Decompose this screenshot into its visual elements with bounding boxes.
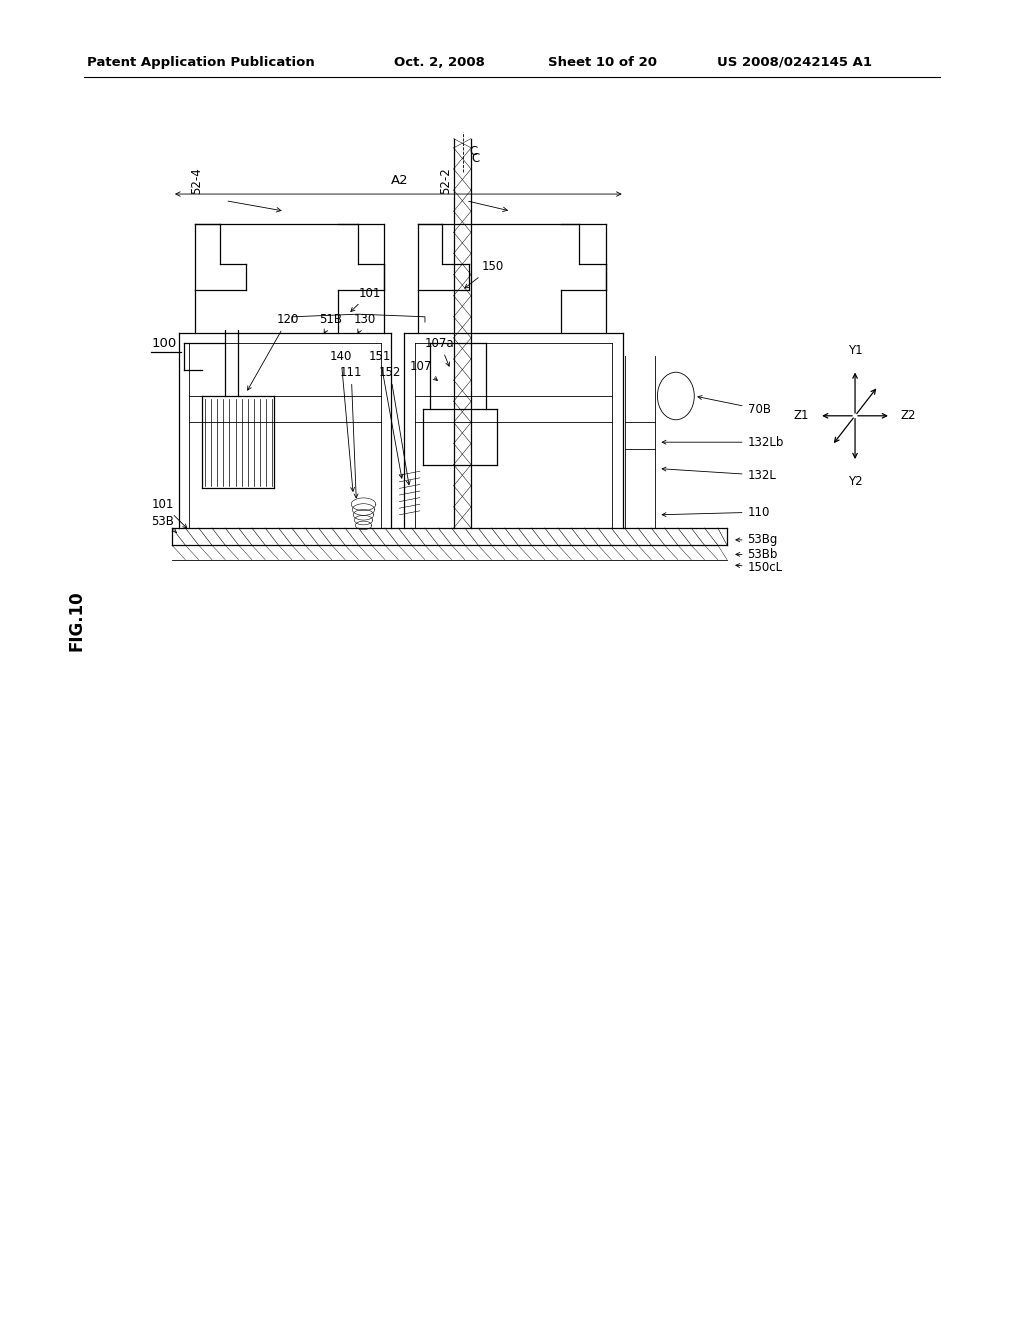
Text: 100: 100 — [152, 337, 177, 350]
Text: 111: 111 — [340, 366, 362, 498]
Text: 52-4: 52-4 — [190, 168, 203, 194]
Text: C: C — [469, 145, 477, 158]
Text: 101: 101 — [351, 286, 381, 312]
Text: 53Bb: 53Bb — [736, 548, 778, 561]
Text: 107a: 107a — [425, 337, 455, 366]
Text: 51B: 51B — [319, 313, 342, 333]
Text: 110: 110 — [663, 506, 770, 519]
Text: 150cL: 150cL — [736, 561, 782, 574]
Text: Sheet 10 of 20: Sheet 10 of 20 — [548, 55, 656, 69]
Text: US 2008/0242145 A1: US 2008/0242145 A1 — [717, 55, 871, 69]
Text: 52-2: 52-2 — [439, 168, 452, 194]
Text: Patent Application Publication: Patent Application Publication — [87, 55, 314, 69]
Text: 150: 150 — [465, 260, 504, 288]
Text: 53Bg: 53Bg — [736, 533, 778, 546]
Text: 120: 120 — [248, 313, 299, 391]
Text: 152: 152 — [379, 366, 411, 484]
Text: Z2: Z2 — [901, 409, 916, 422]
Text: 101: 101 — [152, 498, 186, 528]
Text: 151: 151 — [369, 350, 403, 478]
Text: Oct. 2, 2008: Oct. 2, 2008 — [394, 55, 485, 69]
Text: FIG.10: FIG.10 — [68, 590, 86, 651]
Text: C: C — [471, 152, 479, 165]
Text: 130: 130 — [353, 313, 376, 333]
Text: 53B: 53B — [152, 515, 176, 532]
Text: 132L: 132L — [663, 467, 776, 482]
Text: Y2: Y2 — [848, 475, 862, 487]
Text: 70B: 70B — [698, 396, 770, 416]
Text: 140: 140 — [330, 350, 354, 491]
Text: A2: A2 — [390, 174, 409, 187]
Text: Z1: Z1 — [794, 409, 809, 422]
Text: 132Lb: 132Lb — [663, 436, 784, 449]
Text: 107: 107 — [410, 360, 437, 380]
Text: Y1: Y1 — [848, 345, 862, 356]
